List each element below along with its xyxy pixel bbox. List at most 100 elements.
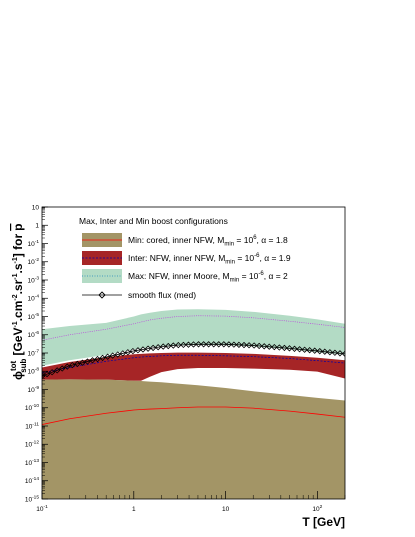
band-inter bbox=[42, 352, 345, 381]
legend-max-text: Max: NFW, inner Moore, M bbox=[128, 271, 230, 281]
smooth-marker bbox=[84, 358, 91, 365]
y-tick-label: 10-8 bbox=[28, 367, 40, 376]
smooth-marker bbox=[301, 346, 308, 353]
smooth-marker bbox=[271, 343, 278, 351]
x-tick-label-exp: -1 bbox=[43, 504, 48, 510]
legend-smooth-text: smooth flux (med) bbox=[128, 290, 196, 300]
smooth-marker bbox=[336, 350, 344, 357]
y-title-s: .s bbox=[11, 263, 25, 273]
y-tick-label: 10-4 bbox=[28, 294, 40, 303]
smooth-marker bbox=[104, 353, 111, 360]
data-bands bbox=[42, 309, 345, 499]
smooth-marker bbox=[296, 346, 303, 353]
y-tick-label: 10-14 bbox=[25, 476, 39, 485]
svg-text:Min: cored, inner NFW, Mmin =: Min: cored, inner NFW, Mmin = 106, α = 1… bbox=[128, 235, 288, 248]
legend-min-sub: min bbox=[224, 242, 234, 248]
x-axis-title: T [GeV] bbox=[302, 515, 345, 529]
y-title-phi: ϕ bbox=[11, 371, 25, 380]
smooth-marker bbox=[250, 342, 258, 349]
y-tick-label-base: 10 bbox=[25, 442, 33, 449]
smooth-marker bbox=[149, 344, 157, 352]
smooth-marker bbox=[119, 350, 126, 357]
legend-min-mid: = 10 bbox=[234, 235, 253, 245]
y-tick-label: 1 bbox=[35, 223, 39, 230]
y-tick-label: 10-3 bbox=[28, 275, 40, 284]
legend: Max, Inter and Min boost configurations … bbox=[79, 216, 291, 300]
y-tick-label-base: 10 bbox=[25, 405, 33, 412]
y-tick-label: 10-11 bbox=[25, 421, 39, 430]
smooth-marker bbox=[94, 355, 101, 363]
smooth-marker bbox=[286, 345, 293, 352]
smooth-marker bbox=[245, 342, 253, 349]
smooth-marker bbox=[144, 345, 152, 352]
y-title-sub: sub bbox=[19, 358, 28, 372]
y-tick-label-base: 10 bbox=[28, 296, 36, 303]
legend-swatch-inter bbox=[82, 251, 122, 265]
legend-min-text: Min: cored, inner NFW, M bbox=[128, 235, 224, 245]
smooth-marker bbox=[170, 342, 177, 349]
smooth-marker bbox=[64, 363, 71, 370]
y-axis-title: ϕtotsub[GeV-1.cm-2.sr-1.s-1] forp bbox=[9, 224, 28, 380]
y-tick-label-base: 10 bbox=[25, 460, 33, 467]
y-tick-label-exp: -9 bbox=[35, 385, 40, 391]
y-title-end: ] for bbox=[11, 234, 25, 258]
x-tick-label-base: 10 bbox=[36, 506, 44, 513]
smooth-marker bbox=[326, 349, 334, 356]
y-title-unit: [GeV bbox=[11, 328, 25, 356]
legend-entry-smooth: smooth flux (med) bbox=[82, 290, 196, 300]
smooth-marker bbox=[195, 341, 202, 348]
smooth-marker bbox=[124, 349, 132, 356]
x-tick-label-base: 10 bbox=[222, 506, 230, 513]
y-tick-label-exp: -10 bbox=[32, 403, 39, 409]
y-tick-label-base: 10 bbox=[28, 277, 36, 284]
y-tick-label: 10-2 bbox=[28, 257, 40, 266]
y-tick-label-base: 10 bbox=[25, 423, 33, 430]
legend-max-tail: , α = 2 bbox=[264, 271, 288, 281]
y-tick-label-base: 10 bbox=[28, 369, 36, 376]
y-tick-label-base: 1 bbox=[35, 223, 39, 230]
legend-entry-inter: Inter: NFW, inner NFW, Mmin = 10-6, α = … bbox=[82, 251, 291, 266]
smooth-marker bbox=[69, 361, 76, 369]
smooth-marker bbox=[129, 347, 137, 355]
y-tick-label-base: 10 bbox=[28, 350, 36, 357]
x-tick-label: 1 bbox=[132, 506, 136, 513]
smooth-marker bbox=[266, 343, 273, 350]
smooth-marker bbox=[99, 354, 106, 362]
smooth-marker bbox=[139, 346, 147, 353]
legend-max-sup: -6 bbox=[258, 271, 264, 277]
smooth-marker bbox=[185, 341, 192, 348]
smooth-marker bbox=[43, 370, 51, 378]
smooth-marker bbox=[210, 341, 217, 348]
smooth-marker bbox=[291, 345, 298, 352]
line-inter-median bbox=[42, 354, 345, 374]
smooth-marker bbox=[215, 341, 222, 348]
smooth-marker bbox=[255, 342, 263, 350]
smooth-marker bbox=[341, 350, 345, 358]
y-title-exp3: -1 bbox=[12, 273, 19, 279]
x-tick-label: 102 bbox=[312, 504, 322, 513]
smooth-marker bbox=[165, 342, 172, 350]
legend-swatch-smooth-marker bbox=[98, 291, 106, 299]
y-tick-label: 10-7 bbox=[28, 348, 40, 357]
y-tick-label: 10-6 bbox=[28, 330, 40, 339]
y-title-cm: .cm bbox=[11, 301, 25, 322]
legend-inter-tail: , α = 1.9 bbox=[259, 253, 290, 263]
y-tick-label: 10 bbox=[32, 204, 40, 211]
smooth-marker bbox=[180, 341, 187, 349]
smooth-marker bbox=[321, 348, 328, 355]
smooth-marker bbox=[59, 365, 66, 372]
smooth-marker bbox=[311, 347, 318, 354]
y-tick-label-base: 10 bbox=[28, 332, 36, 339]
y-tick-label: 10-1 bbox=[28, 239, 40, 248]
legend-inter-mid: = 10 bbox=[235, 253, 254, 263]
smooth-marker bbox=[230, 341, 238, 348]
y-tick-label-exp: -13 bbox=[32, 458, 39, 464]
y-tick-label-exp: -14 bbox=[32, 476, 39, 482]
y-tick-label-base: 10 bbox=[25, 478, 33, 485]
smooth-marker bbox=[53, 367, 61, 374]
x-tick-label: 10-1 bbox=[36, 504, 48, 513]
y-tick-label: 10-15 bbox=[25, 494, 39, 503]
y-tick-label-base: 10 bbox=[25, 496, 33, 503]
smooth-marker bbox=[235, 341, 243, 349]
